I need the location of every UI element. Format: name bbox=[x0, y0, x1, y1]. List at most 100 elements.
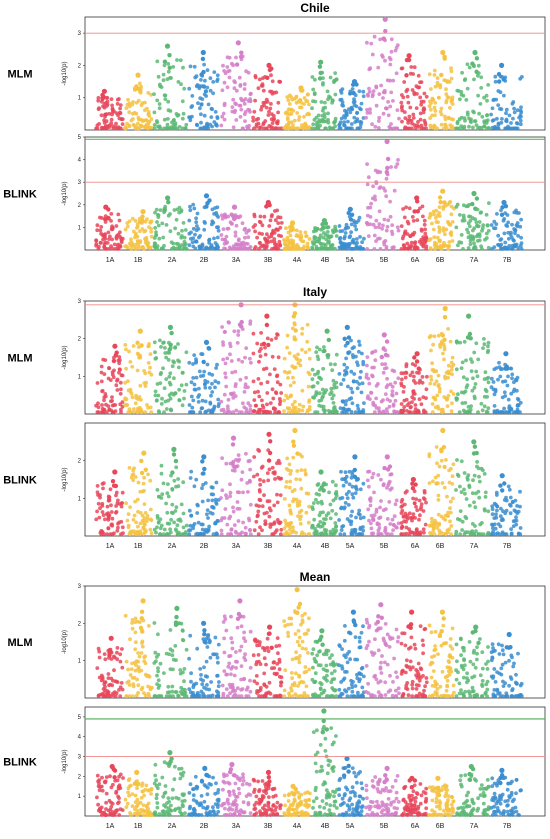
snp-point bbox=[95, 381, 100, 385]
snp-point bbox=[360, 381, 365, 386]
snp-point bbox=[288, 479, 293, 484]
snp-point bbox=[119, 532, 123, 536]
snp-point bbox=[480, 228, 484, 233]
snp-point bbox=[111, 483, 117, 488]
snp-point bbox=[503, 204, 509, 209]
snp-point bbox=[294, 477, 299, 481]
snp-point bbox=[257, 349, 262, 354]
snp-point bbox=[189, 380, 194, 385]
snp-point bbox=[306, 245, 310, 250]
snp-point bbox=[101, 104, 105, 109]
snp-point bbox=[329, 386, 334, 391]
snp-point bbox=[162, 93, 167, 98]
snp-point bbox=[213, 379, 218, 384]
snp-point bbox=[467, 65, 472, 70]
snp-point bbox=[149, 125, 154, 130]
snp-point bbox=[188, 208, 193, 213]
snp-point bbox=[463, 491, 467, 496]
snp-point bbox=[99, 225, 104, 229]
snp-point bbox=[320, 531, 324, 535]
snp-point bbox=[508, 126, 513, 131]
snp-point bbox=[114, 121, 118, 126]
snp-point bbox=[188, 690, 193, 695]
snp-point bbox=[382, 242, 387, 247]
snp-point bbox=[427, 72, 432, 77]
snp-point bbox=[286, 634, 291, 638]
data-points bbox=[95, 587, 524, 698]
snp-point bbox=[296, 629, 301, 633]
snp-point bbox=[263, 236, 267, 241]
snp-point bbox=[413, 381, 418, 385]
snp-point bbox=[143, 410, 148, 414]
snp-point bbox=[390, 393, 395, 398]
snp-point bbox=[464, 385, 469, 390]
snp-point bbox=[403, 375, 408, 380]
snp-point bbox=[346, 407, 350, 412]
snp-point bbox=[156, 393, 161, 398]
snp-point bbox=[515, 396, 520, 401]
snp-point bbox=[236, 238, 241, 243]
snp-point bbox=[418, 206, 422, 211]
snp-point bbox=[512, 519, 517, 523]
snp-point bbox=[333, 227, 338, 231]
snp-point bbox=[169, 517, 174, 522]
snp-point bbox=[215, 246, 220, 250]
snp-point bbox=[266, 342, 271, 348]
snp-point bbox=[197, 235, 201, 240]
snp-point bbox=[128, 505, 133, 509]
snp-point bbox=[194, 477, 199, 482]
snp-point bbox=[466, 405, 471, 409]
snp-point bbox=[148, 507, 153, 512]
snp-point bbox=[153, 244, 157, 249]
snp-point bbox=[484, 212, 489, 217]
snp-point bbox=[323, 100, 327, 105]
snp-point bbox=[300, 620, 305, 624]
snp-point bbox=[338, 406, 343, 410]
snp-point bbox=[334, 694, 339, 698]
snp-point bbox=[180, 243, 184, 247]
snp-point bbox=[342, 373, 347, 377]
snp-point bbox=[299, 125, 304, 130]
snp-point bbox=[333, 407, 337, 412]
snp-point bbox=[289, 111, 294, 116]
snp-point bbox=[139, 616, 144, 621]
snp-point bbox=[233, 215, 238, 220]
snp-point bbox=[133, 245, 137, 250]
snp-point bbox=[499, 120, 504, 125]
snp-point bbox=[378, 236, 382, 241]
snp-point bbox=[161, 532, 166, 536]
snp-point bbox=[354, 82, 359, 87]
snp-point bbox=[110, 516, 115, 521]
snp-point bbox=[234, 458, 238, 462]
snp-point bbox=[312, 92, 317, 97]
snp-point bbox=[350, 532, 355, 536]
snp-point bbox=[372, 410, 377, 414]
snp-point bbox=[467, 224, 472, 229]
snp-point bbox=[160, 247, 165, 251]
snp-point bbox=[166, 117, 170, 121]
peak-snp-point bbox=[410, 476, 416, 483]
snp-point bbox=[293, 337, 298, 342]
snp-point bbox=[436, 213, 440, 218]
snp-point bbox=[469, 369, 474, 373]
snp-point bbox=[485, 113, 489, 118]
snp-point bbox=[257, 449, 262, 453]
snp-point bbox=[161, 481, 166, 486]
snp-point bbox=[159, 402, 164, 406]
snp-point bbox=[155, 247, 160, 251]
snp-point bbox=[166, 62, 171, 66]
snp-point bbox=[450, 98, 454, 103]
snp-point bbox=[327, 247, 332, 251]
snp-point bbox=[484, 93, 489, 98]
snp-point bbox=[205, 508, 210, 512]
snp-point bbox=[373, 197, 378, 202]
snp-point bbox=[167, 65, 172, 71]
snp-point bbox=[179, 208, 184, 213]
snp-point bbox=[204, 527, 208, 532]
snp-point bbox=[337, 372, 342, 376]
snp-point bbox=[166, 69, 171, 74]
snp-point bbox=[498, 107, 502, 111]
snp-point bbox=[430, 96, 435, 101]
snp-point bbox=[239, 624, 244, 629]
snp-point bbox=[375, 619, 381, 625]
